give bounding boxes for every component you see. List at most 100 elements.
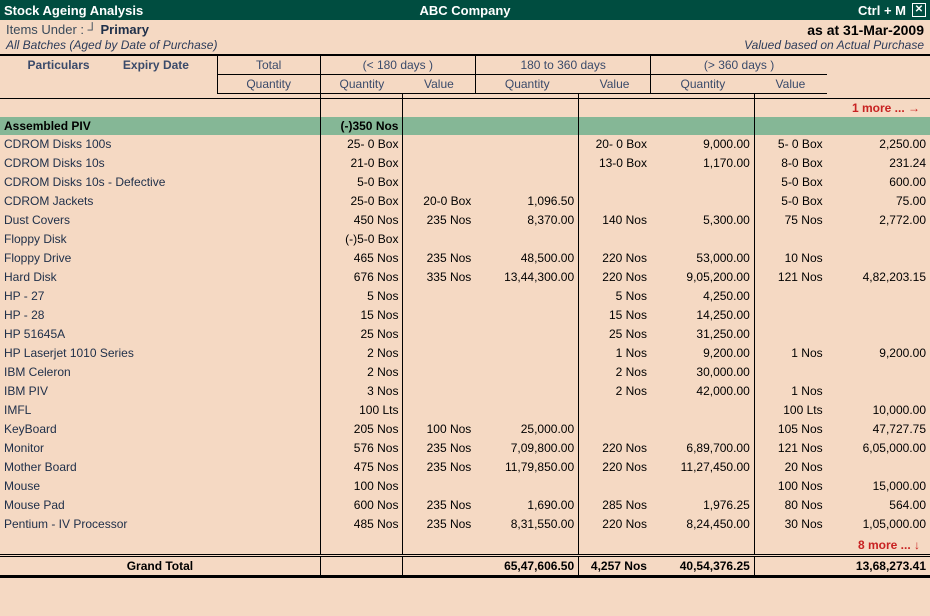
item-name[interactable]: Mouse: [0, 477, 320, 496]
r1-val: [475, 135, 578, 154]
table-row[interactable]: Monitor576 Nos235 Nos7,09,800.00220 Nos6…: [0, 439, 930, 458]
item-name[interactable]: Pentium - IV Processor: [0, 515, 320, 534]
table-row[interactable]: Floppy Drive465 Nos235 Nos48,500.00220 N…: [0, 249, 930, 268]
r1-val: [475, 344, 578, 363]
item-name[interactable]: HP - 28: [0, 306, 320, 325]
r2-qty: 2 Nos: [579, 363, 651, 382]
table-row[interactable]: HP 51645A25 Nos25 Nos31,250.00: [0, 325, 930, 344]
table-row[interactable]: CDROM Disks 10s - Defective5-0 Box5-0 Bo…: [0, 173, 930, 192]
r2-qty: 220 Nos: [579, 249, 651, 268]
table-row[interactable]: Mouse100 Nos100 Nos15,000.00: [0, 477, 930, 496]
r1-val: 8,31,550.00: [475, 515, 578, 534]
table-row[interactable]: CDROM Jackets25-0 Box20-0 Box1,096.505-0…: [0, 192, 930, 211]
r2-val: 9,200.00: [651, 344, 754, 363]
r1-val: 25,000.00: [475, 420, 578, 439]
r2-val: 8,24,450.00: [651, 515, 754, 534]
item-name[interactable]: Dust Covers: [0, 211, 320, 230]
item-name[interactable]: Monitor: [0, 439, 320, 458]
col-r1-qty: Quantity: [320, 75, 403, 94]
r2-val: 4,250.00: [651, 287, 754, 306]
total-qty: 450 Nos: [320, 211, 403, 230]
r3-qty: 1 Nos: [754, 344, 826, 363]
r3-val: 47,727.75: [827, 420, 930, 439]
r2-qty: 15 Nos: [579, 306, 651, 325]
item-name[interactable]: CDROM Disks 100s: [0, 135, 320, 154]
r3-val: 564.00: [827, 496, 930, 515]
item-name[interactable]: CDROM Disks 10s - Defective: [0, 173, 320, 192]
item-name[interactable]: Hard Disk: [0, 268, 320, 287]
item-name[interactable]: Floppy Drive: [0, 249, 320, 268]
as-at-date: as at 31-Mar-2009: [807, 22, 924, 38]
r1-val: 1,690.00: [475, 496, 578, 515]
group-name[interactable]: Assembled PIV: [0, 117, 320, 135]
bottom-more-link[interactable]: 8 more ... ↓: [827, 536, 930, 556]
close-button[interactable]: ✕: [912, 3, 926, 17]
r3-val: 10,000.00: [827, 401, 930, 420]
valued-label: Valued based on Actual Purchase: [744, 38, 924, 52]
r1-val: 7,09,800.00: [475, 439, 578, 458]
total-qty: 25-0 Box: [320, 192, 403, 211]
r1-val: [475, 363, 578, 382]
item-name[interactable]: HP 51645A: [0, 325, 320, 344]
item-name[interactable]: HP - 27: [0, 287, 320, 306]
r1-val: 1,096.50: [475, 192, 578, 211]
item-name[interactable]: HP Laserjet 1010 Series: [0, 344, 320, 363]
col-r3-val: Value: [754, 75, 826, 94]
total-qty: (-)5-0 Box: [320, 230, 403, 249]
table-row[interactable]: HP - 2815 Nos15 Nos14,250.00: [0, 306, 930, 325]
r3-val: [827, 287, 930, 306]
table-row[interactable]: Mouse Pad600 Nos235 Nos1,690.00285 Nos1,…: [0, 496, 930, 515]
item-name[interactable]: CDROM Disks 10s: [0, 154, 320, 173]
item-name[interactable]: Mouse Pad: [0, 496, 320, 515]
item-name[interactable]: Floppy Disk: [0, 230, 320, 249]
r2-qty: 220 Nos: [579, 268, 651, 287]
r2-qty: [579, 420, 651, 439]
table-row[interactable]: IBM PIV3 Nos2 Nos42,000.001 Nos: [0, 382, 930, 401]
total-qty: 2 Nos: [320, 344, 403, 363]
r3-qty: 30 Nos: [754, 515, 826, 534]
item-name[interactable]: IMFL: [0, 401, 320, 420]
table-row[interactable]: HP Laserjet 1010 Series2 Nos 1 Nos9,200.0…: [0, 344, 930, 363]
table-row[interactable]: CDROM Disks 100s25- 0 Box20- 0 Box9,000.…: [0, 135, 930, 154]
table-row[interactable]: Dust Covers450 Nos235 Nos8,370.00140 Nos…: [0, 211, 930, 230]
r3-val: 9,200.00: [827, 344, 930, 363]
r2-val: [651, 477, 754, 496]
r1-qty: [403, 173, 475, 192]
items-under-value[interactable]: Primary: [101, 22, 149, 37]
total-qty: 5-0 Box: [320, 173, 403, 192]
table-row[interactable]: Hard Disk676 Nos335 Nos13,44,300.00220 N…: [0, 268, 930, 287]
r3-val: 15,000.00: [827, 477, 930, 496]
r1-val: 11,79,850.00: [475, 458, 578, 477]
table-row[interactable]: CDROM Disks 10s21-0 Box13-0 Box1,170.008…: [0, 154, 930, 173]
batches-label: All Batches (Aged by Date of Purchase): [6, 38, 217, 52]
col-r1-val: Value: [403, 75, 475, 94]
r1-qty: [403, 325, 475, 344]
r3-qty: [754, 306, 826, 325]
item-name[interactable]: CDROM Jackets: [0, 192, 320, 211]
table-row[interactable]: IMFL100 Lts100 Lts10,000.00: [0, 401, 930, 420]
grand-total-label: Grand Total: [0, 556, 320, 576]
item-name[interactable]: Mother Board: [0, 458, 320, 477]
r1-qty: [403, 135, 475, 154]
r1-qty: 235 Nos: [403, 211, 475, 230]
r1-val: [475, 306, 578, 325]
r1-qty: 235 Nos: [403, 439, 475, 458]
table-row[interactable]: KeyBoard205 Nos100 Nos25,000.00105 Nos47…: [0, 420, 930, 439]
top-more-link[interactable]: 1 more ... →: [827, 99, 930, 118]
item-name[interactable]: IBM Celeron: [0, 363, 320, 382]
table-row[interactable]: Pentium - IV Processor485 Nos235 Nos8,31…: [0, 515, 930, 534]
r3-val: 6,05,000.00: [827, 439, 930, 458]
table-row[interactable]: HP - 275 Nos5 Nos4,250.00: [0, 287, 930, 306]
r1-val: 13,44,300.00: [475, 268, 578, 287]
r3-qty: 5-0 Box: [754, 192, 826, 211]
r3-qty: 5- 0 Box: [754, 135, 826, 154]
table-row[interactable]: Floppy Disk(-)5-0 Box: [0, 230, 930, 249]
r2-val: [651, 401, 754, 420]
r3-qty: 121 Nos: [754, 268, 826, 287]
item-name[interactable]: KeyBoard: [0, 420, 320, 439]
r3-val: [827, 458, 930, 477]
table-row[interactable]: IBM Celeron2 Nos2 Nos30,000.00: [0, 363, 930, 382]
item-name[interactable]: IBM PIV: [0, 382, 320, 401]
r2-qty: 220 Nos: [579, 458, 651, 477]
table-row[interactable]: Mother Board475 Nos235 Nos11,79,850.0022…: [0, 458, 930, 477]
